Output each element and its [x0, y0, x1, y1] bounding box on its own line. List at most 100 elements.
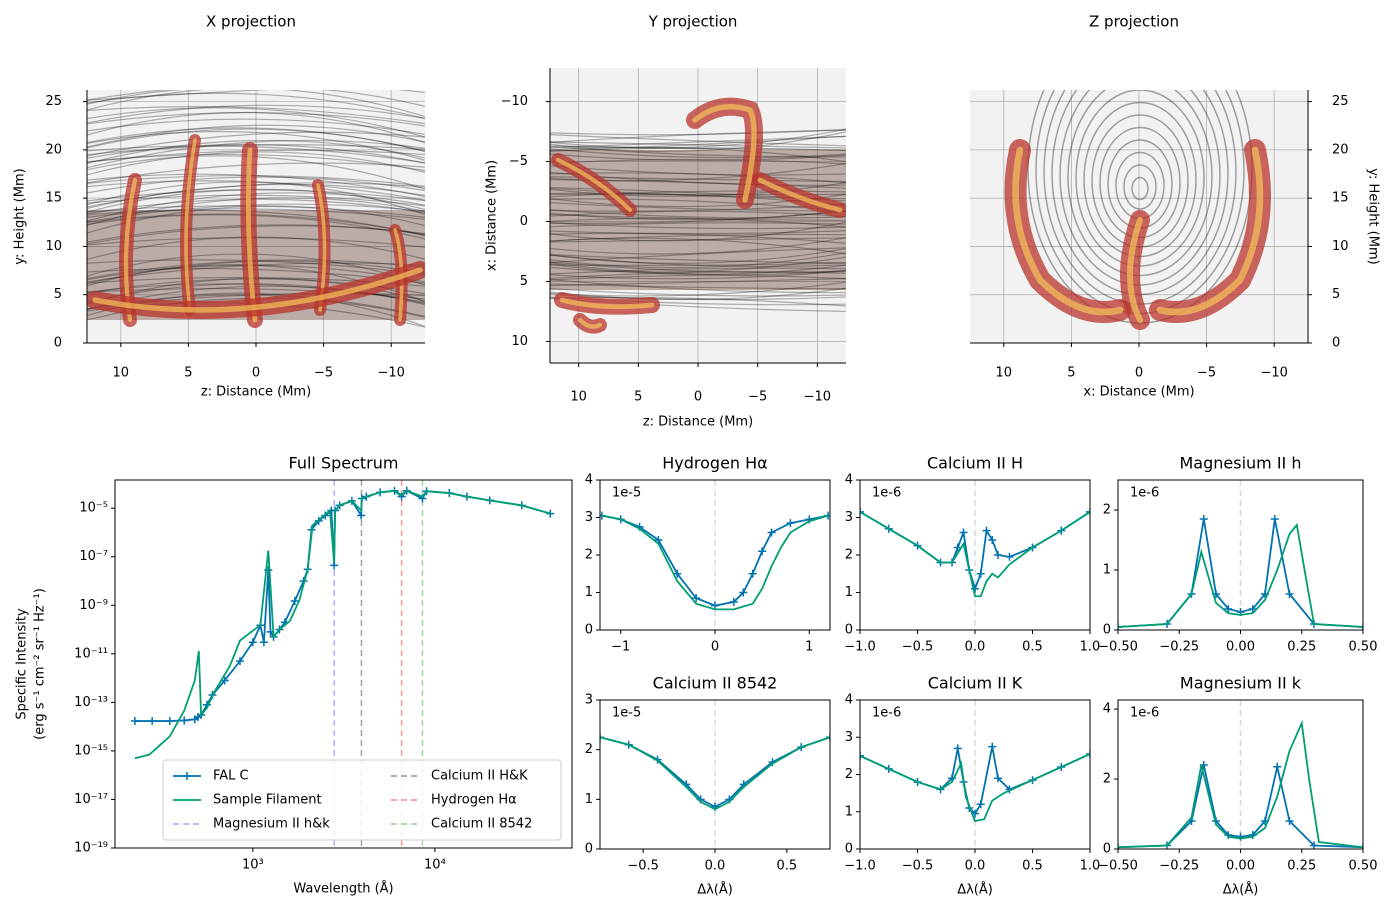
filament-glow [692, 104, 757, 203]
x-tick-label: 0.25 [1287, 640, 1316, 655]
legend-label: Calcium II H&K [431, 769, 528, 784]
x-tick-label: 0 [1135, 366, 1143, 381]
plot-area [600, 700, 830, 849]
chart-title: Full Spectrum [289, 454, 399, 473]
y-tick-label: 10⁻⁵ [79, 501, 108, 516]
x-tick-label: 0.5 [1022, 859, 1043, 874]
x-tick-label: 5 [634, 390, 642, 405]
y-tick-label: 10⁻⁷ [79, 549, 108, 564]
filament-glow [555, 157, 633, 213]
y-tick-label: 10⁻¹⁵ [74, 743, 108, 758]
x-tick-label: 0.25 [1287, 859, 1316, 874]
x-tick-label: −5 [314, 366, 333, 381]
point-marker [959, 528, 968, 537]
y-tick-label: 0 [845, 623, 853, 638]
field-line [550, 147, 846, 152]
point-marker [976, 800, 985, 809]
point-marker [1248, 605, 1257, 613]
y-tick-label: 2 [1103, 503, 1111, 518]
field-line [550, 233, 846, 242]
field-line [550, 202, 846, 212]
point-marker [1086, 750, 1090, 759]
x-tick-label: −10 [804, 390, 831, 405]
plot-area [1118, 480, 1363, 630]
x-tick-label: −1.0 [844, 859, 876, 874]
y-tick-label: 0 [1103, 623, 1111, 638]
field-line [550, 210, 846, 221]
field-line [550, 209, 846, 219]
point-marker [357, 511, 366, 520]
point-marker [860, 751, 864, 760]
field-line [87, 92, 425, 120]
field-line [87, 90, 270, 101]
series-line [134, 489, 551, 722]
x-tick-label: 0.0 [965, 640, 986, 655]
y-tick-label: 5 [1332, 287, 1340, 302]
x-tick-label: −1.0 [844, 640, 876, 655]
chart-title: Magnesium II h [1179, 454, 1301, 473]
y-tick-label: −5 [509, 154, 528, 169]
point-marker [988, 536, 997, 544]
y-tick-label: 2 [845, 548, 853, 563]
y-tick-label: 0 [520, 214, 528, 229]
field-line [550, 270, 846, 280]
field-line [550, 135, 846, 149]
series-line [134, 489, 551, 760]
x-axis-label: Δλ(Å) [1223, 882, 1259, 898]
y-tick-label: 20 [1332, 142, 1349, 157]
y-tick-label: 4 [585, 473, 593, 488]
field-line [550, 237, 846, 255]
field-line [87, 107, 425, 138]
point-marker [786, 519, 795, 528]
y-tick-label: 20 [45, 142, 62, 157]
x-tick-label: 0.0 [965, 859, 986, 874]
axes-frame [859, 479, 1091, 631]
legend-label: FAL C [213, 769, 249, 784]
field-line [87, 139, 425, 164]
point-marker [971, 584, 979, 593]
x-axis-label: z: Distance (Mm) [643, 415, 753, 430]
x-tick-label: −1 [611, 640, 630, 655]
x-tick-label: −0.50 [1098, 640, 1138, 655]
x-axis-label: Wavelength (Å) [293, 881, 393, 897]
x-axis-label: Δλ(Å) [957, 882, 993, 898]
field-line [550, 213, 846, 222]
field-line [550, 237, 846, 255]
field-line [87, 90, 425, 101]
x-tick-label: 5 [184, 366, 192, 381]
plot-area [130, 480, 555, 848]
x-tick-label: −0.25 [1159, 859, 1199, 874]
field-line [87, 127, 425, 152]
x-tick-label: 10 [996, 366, 1013, 381]
x-tick-label: 10 [113, 366, 130, 381]
field-line [87, 130, 425, 161]
x-tick-label: 0.00 [1226, 640, 1255, 655]
point-marker [673, 569, 682, 578]
field-loop [1123, 164, 1157, 210]
y-tick-label: 0 [845, 842, 853, 857]
x-tick-label: 0.00 [1226, 859, 1255, 874]
y-tick-label: 2 [585, 548, 593, 563]
field-line [87, 118, 425, 136]
y-tick-label: 1 [845, 804, 853, 819]
axes-frame [599, 479, 831, 631]
y-tick-label: 0 [1332, 336, 1340, 351]
field-line [550, 252, 846, 269]
y-axis-label: (erg s⁻¹ cm⁻² sr⁻¹ Hz⁻¹) [33, 588, 48, 740]
offset-label: 1e-6 [872, 706, 901, 721]
y-tick-label: 5 [520, 274, 528, 289]
y-tick-label: 10 [511, 334, 528, 349]
point-marker [148, 717, 157, 726]
field-line [87, 143, 425, 164]
point-marker [259, 638, 268, 647]
filament-glow [1012, 146, 1124, 316]
chart-title: Y projection [648, 13, 738, 31]
point-marker [1285, 817, 1294, 826]
point-marker [860, 507, 864, 516]
y-tick-label: 3 [845, 510, 853, 525]
point-marker [994, 551, 1002, 559]
axes-frame [1117, 479, 1364, 631]
point-marker [1310, 841, 1318, 849]
